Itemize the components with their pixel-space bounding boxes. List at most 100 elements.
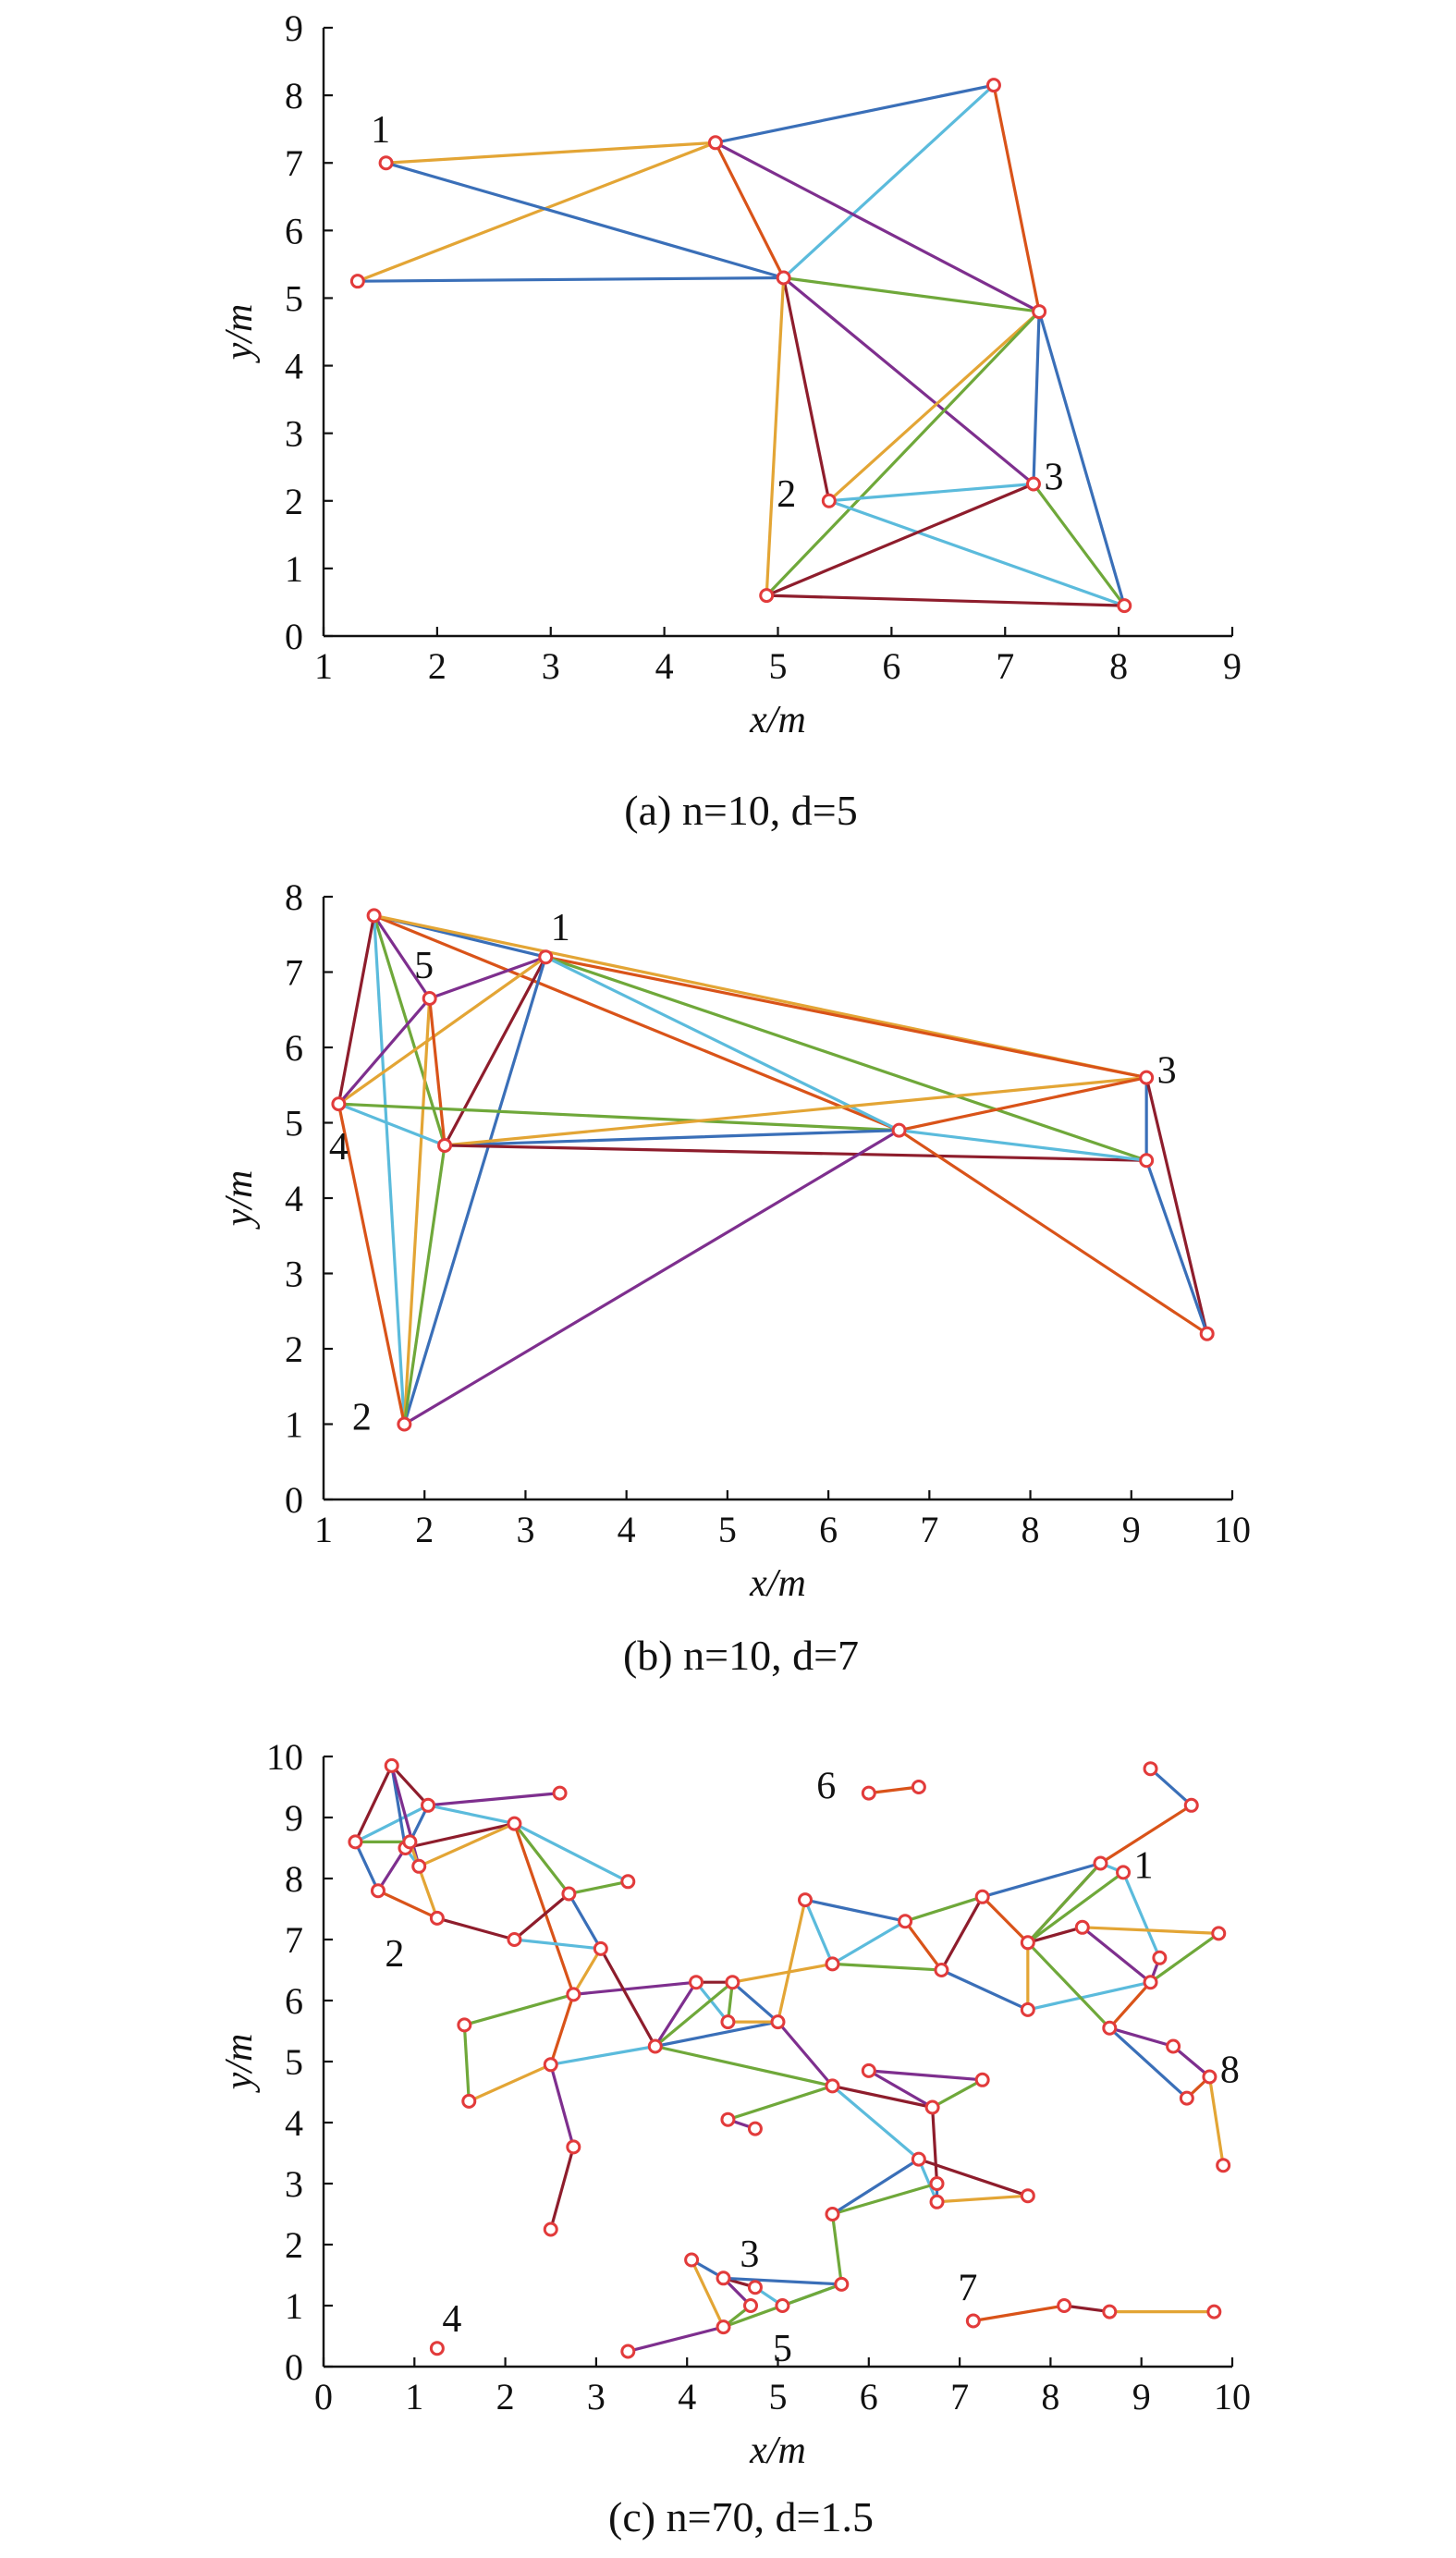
edge xyxy=(390,1764,421,1868)
y-tick-label: 0 xyxy=(285,1479,303,1521)
node-point xyxy=(720,2111,736,2127)
edge xyxy=(654,1980,698,2049)
edge xyxy=(462,2023,471,2103)
edge xyxy=(1026,1926,1084,1944)
node-point xyxy=(620,1874,636,1890)
edge xyxy=(336,1102,447,1147)
node-point xyxy=(924,2099,940,2115)
edge xyxy=(714,141,786,280)
y-tick-label: 8 xyxy=(285,1858,303,1900)
x-tick-label: 3 xyxy=(587,2376,606,2417)
edge xyxy=(443,955,547,1147)
y-tick-label: 8 xyxy=(285,876,303,918)
node-point xyxy=(1116,1865,1132,1880)
node-point xyxy=(422,991,437,1007)
edge xyxy=(428,997,447,1147)
node-point xyxy=(566,2139,581,2155)
node-point xyxy=(1143,1975,1158,1990)
node-point xyxy=(1102,2304,1118,2319)
node-point xyxy=(1166,2038,1181,2054)
panel-caption: (c) n=70, d=1.5 xyxy=(608,2493,874,2540)
x-tick-label: 9 xyxy=(1223,645,1242,687)
edge xyxy=(830,2084,921,2161)
node-point xyxy=(1093,1855,1108,1871)
edge xyxy=(830,2212,843,2286)
edge xyxy=(544,955,1148,1162)
edge xyxy=(917,2158,939,2204)
node-number-label: 2 xyxy=(777,473,796,516)
edge xyxy=(402,1144,447,1426)
node-point xyxy=(1020,2188,1035,2204)
edge xyxy=(571,1980,698,1996)
edge xyxy=(830,2182,939,2216)
node-point xyxy=(743,2298,759,2313)
edge xyxy=(830,2158,921,2216)
x-tick-label: 7 xyxy=(950,2376,969,2417)
edge xyxy=(830,1919,907,1965)
y-tick-label: 1 xyxy=(285,548,303,590)
edge xyxy=(426,1804,517,1826)
edge xyxy=(730,1962,835,1984)
edge xyxy=(435,1916,517,1941)
edge xyxy=(402,955,547,1426)
node-point xyxy=(825,2207,840,2221)
node-number-label: 1 xyxy=(371,109,390,152)
node-point xyxy=(689,1975,704,1990)
edge xyxy=(336,1102,901,1132)
edge xyxy=(765,310,1041,597)
node-point xyxy=(707,135,723,151)
y-tick-label: 8 xyxy=(285,75,303,116)
x-tick-label: 4 xyxy=(618,1509,636,1550)
node-point xyxy=(348,1834,363,1850)
node-point xyxy=(331,1096,347,1112)
node-point xyxy=(384,1757,399,1773)
edge xyxy=(373,913,432,1000)
y-tick-label: 0 xyxy=(285,616,303,657)
edge xyxy=(694,1980,730,2024)
node-point xyxy=(507,1816,522,1831)
edge xyxy=(1148,1931,1220,1984)
edge xyxy=(714,83,996,144)
y-tick-label: 6 xyxy=(285,1980,303,2022)
x-tick-label: 1 xyxy=(405,2376,423,2417)
edge xyxy=(939,1895,985,1972)
node-number-label: 8 xyxy=(1220,2050,1240,2092)
edge xyxy=(830,1962,944,1972)
x-tick-label: 2 xyxy=(415,1509,434,1550)
edge xyxy=(931,2105,939,2185)
edge xyxy=(776,2020,835,2087)
edge xyxy=(544,955,901,1132)
edge xyxy=(1144,1075,1209,1336)
x-tick-label: 9 xyxy=(1132,2376,1151,2417)
node-point xyxy=(861,1785,876,1801)
node-point xyxy=(1179,2090,1194,2106)
node-point xyxy=(429,1910,445,1926)
edge xyxy=(402,997,432,1426)
edge xyxy=(1026,1861,1103,1944)
y-tick-label: 0 xyxy=(285,2346,303,2388)
node-point xyxy=(1117,598,1132,614)
edge xyxy=(827,310,1041,503)
node-number-label: 6 xyxy=(816,1766,836,1808)
edge xyxy=(549,2044,657,2066)
node-point xyxy=(461,2093,477,2109)
y-tick-label: 3 xyxy=(285,2163,303,2205)
y-tick-label: 3 xyxy=(285,413,303,455)
node-point xyxy=(974,2072,990,2087)
edge xyxy=(512,1821,571,1896)
x-tick-label: 8 xyxy=(1041,2376,1059,2417)
y-tick-label: 10 xyxy=(266,1736,303,1778)
y-tick-label: 4 xyxy=(285,2102,303,2144)
edge xyxy=(782,275,1041,313)
x-tick-label: 5 xyxy=(769,645,788,687)
edge xyxy=(1026,1870,1125,1944)
edge xyxy=(353,1840,380,1892)
node-point xyxy=(1020,1935,1035,1951)
panel-c: 0 1 2 3 4 5 6 7 8 9 10 0 1 2 3 4 5 6 7 8 9 10 x/m y/m 1 2 3 4 5 6 7 8 (c… xyxy=(218,1736,1251,2540)
node-point xyxy=(378,155,394,171)
edge xyxy=(897,1129,1209,1336)
edge xyxy=(336,955,547,1106)
panel-caption: (b) n=10, d=7 xyxy=(623,1632,859,1679)
edge xyxy=(782,275,831,503)
